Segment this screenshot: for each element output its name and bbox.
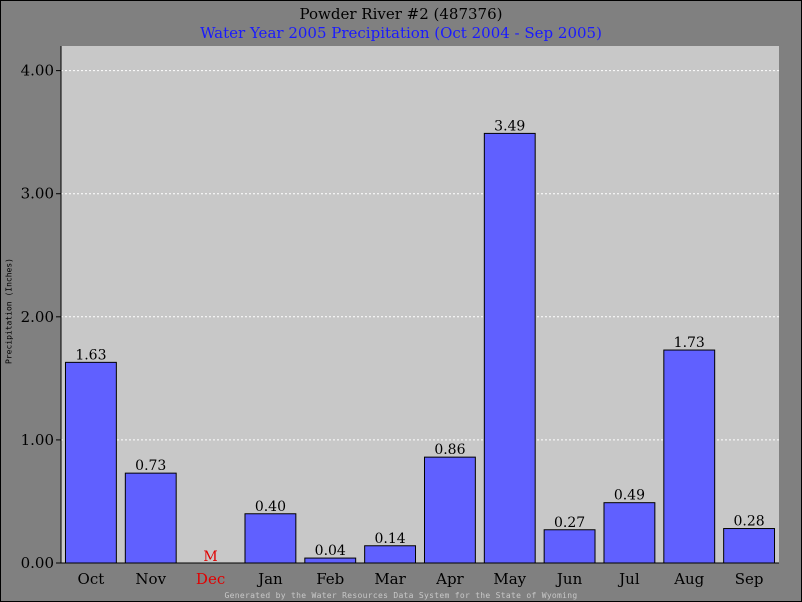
y-tick-label: 1.00 bbox=[21, 431, 54, 449]
bar-value-label: 0.04 bbox=[315, 543, 346, 559]
bar-value-label: 0.14 bbox=[374, 531, 405, 547]
bar bbox=[663, 349, 716, 564]
bar bbox=[483, 132, 536, 564]
bar bbox=[124, 472, 177, 564]
x-tick-label: Nov bbox=[135, 570, 166, 588]
x-tick-label: Oct bbox=[78, 570, 105, 588]
x-tick-label: Sep bbox=[735, 570, 764, 588]
bar bbox=[244, 513, 297, 564]
bar-value-label: 1.73 bbox=[674, 335, 705, 351]
bar-value-label: 0.73 bbox=[135, 458, 166, 474]
bar bbox=[423, 456, 476, 564]
y-tick-label: 3.00 bbox=[21, 185, 54, 203]
bar bbox=[304, 557, 357, 564]
x-tick-label: May bbox=[493, 570, 526, 588]
bar bbox=[364, 545, 417, 564]
y-tick-label: 0.00 bbox=[21, 554, 54, 572]
x-tick-label: Jun bbox=[555, 570, 583, 588]
missing-value-label: M bbox=[203, 549, 217, 565]
chart-title: Powder River #2 (487376) bbox=[299, 5, 503, 23]
x-tick-label: Jul bbox=[617, 570, 640, 588]
bar-value-label: 1.63 bbox=[75, 347, 106, 363]
x-tick-label: Dec bbox=[196, 570, 225, 588]
bar bbox=[64, 361, 117, 564]
plot-area bbox=[61, 46, 779, 563]
chart-subtitle: Water Year 2005 Precipitation (Oct 2004 … bbox=[200, 24, 602, 42]
bar-value-label: 0.40 bbox=[255, 499, 286, 515]
bar-value-label: 0.49 bbox=[614, 488, 645, 504]
footer-credit: Generated by the Water Resources Data Sy… bbox=[224, 591, 578, 600]
bar bbox=[543, 529, 596, 564]
bar bbox=[603, 502, 656, 564]
x-tick-label: Mar bbox=[374, 570, 406, 588]
x-tick-label: Jan bbox=[256, 570, 283, 588]
bar-value-label: 0.28 bbox=[733, 514, 764, 530]
bar-value-label: 3.49 bbox=[494, 118, 525, 134]
bar bbox=[723, 528, 776, 564]
x-tick-label: Aug bbox=[673, 570, 704, 588]
x-tick-label: Apr bbox=[435, 570, 464, 588]
x-tick-label: Feb bbox=[316, 570, 344, 588]
bar-value-label: 0.86 bbox=[434, 442, 465, 458]
y-tick-label: 4.00 bbox=[21, 62, 54, 80]
y-tick-label: 2.00 bbox=[21, 308, 54, 326]
bar-value-label: 0.27 bbox=[554, 515, 585, 531]
